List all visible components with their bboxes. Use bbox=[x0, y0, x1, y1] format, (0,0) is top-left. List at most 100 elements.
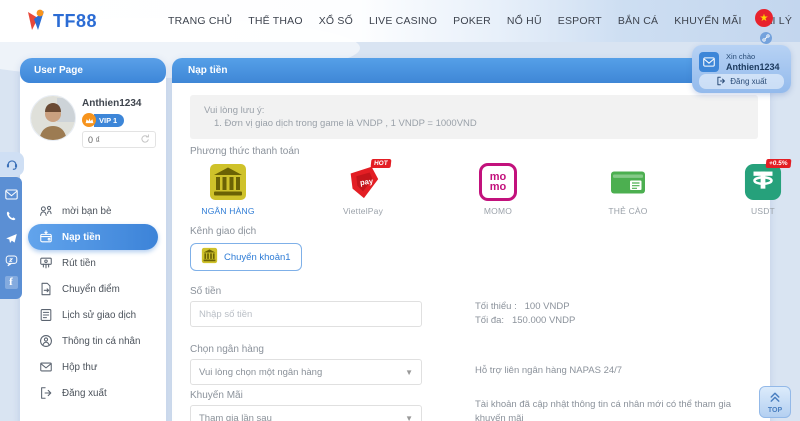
amount-max-hint: Tối đa: 150.000 VNDP bbox=[475, 314, 575, 328]
inbox-icon bbox=[38, 360, 53, 375]
support-icon[interactable] bbox=[0, 152, 24, 176]
envelope-icon[interactable] bbox=[699, 52, 719, 72]
channel-label: Kênh giao dịch bbox=[190, 226, 257, 237]
logout-button-label: Đăng xuất bbox=[730, 77, 767, 86]
sidebar-item-personal-info[interactable]: Thông tin cá nhân bbox=[20, 328, 166, 354]
bank-select-value: Vui lòng chọn một ngân hàng bbox=[199, 366, 323, 378]
channel-transfer-button[interactable]: Chuyển khoản1 bbox=[190, 243, 302, 271]
sidebar-item-label: Đăng xuất bbox=[62, 387, 107, 399]
balance-box: 0 ₫ bbox=[82, 131, 156, 148]
user-sidebar: User Page Anthien1234 VIP 1 0 ₫ bbox=[20, 58, 166, 421]
amount-label: Số tiền bbox=[190, 286, 222, 297]
double-chevron-up-icon bbox=[769, 391, 781, 406]
page-title: Nạp tiền bbox=[188, 65, 228, 76]
usdt-bonus-badge: +0.5% bbox=[765, 159, 792, 168]
amount-input[interactable] bbox=[190, 301, 422, 327]
payment-method-usdt[interactable]: +0.5% USDT bbox=[725, 159, 800, 216]
panel-header: Nạp tiền bbox=[172, 58, 770, 83]
payment-methods: NGÂN HÀNG pay HOT ViettelPay mo mo bbox=[190, 159, 792, 262]
payment-method-thecao[interactable]: THẺ CÀO bbox=[590, 162, 666, 216]
nav-item-home[interactable]: TRANG CHỦ bbox=[168, 15, 233, 27]
min-value: 100 VNDP bbox=[524, 301, 570, 312]
bank-icon bbox=[208, 162, 248, 202]
payment-method-label: Phương thức thanh toán bbox=[190, 146, 300, 157]
refresh-icon[interactable] bbox=[140, 133, 150, 146]
promo-helper-text: Tài khoản đã cập nhật thông tin cá nhân … bbox=[475, 399, 732, 421]
personal-info-icon bbox=[38, 334, 53, 349]
momo-text: mo bbox=[489, 181, 507, 193]
viettelpay-icon: pay HOT bbox=[343, 159, 392, 202]
sidebar-item-deposit[interactable]: Nạp tiền bbox=[28, 224, 158, 250]
nav-item-poker[interactable]: POKER bbox=[453, 15, 491, 27]
momo-icon: mo mo bbox=[478, 162, 518, 202]
max-value: 150.000 VNDP bbox=[511, 315, 576, 326]
sidebar-item-label: Nạp tiền bbox=[62, 231, 101, 243]
logout-button[interactable]: Đăng xuất bbox=[699, 74, 784, 89]
notice-box: Vui lòng lưu ý: 1. Đơn vị giao dịch tron… bbox=[190, 95, 758, 139]
link-icon[interactable] bbox=[760, 32, 772, 44]
crown-icon bbox=[82, 113, 96, 127]
transaction-history-icon bbox=[38, 308, 53, 323]
nav-item-lottery[interactable]: XỔ SỐ bbox=[318, 15, 353, 27]
max-key: Tối đa: bbox=[475, 315, 505, 326]
nav-item-promotions[interactable]: KHUYẾN MÃI bbox=[674, 15, 742, 27]
nav-item-fishing[interactable]: BẮN CÁ bbox=[617, 15, 659, 27]
payment-method-bank[interactable]: NGÂN HÀNG bbox=[190, 162, 266, 216]
payment-method-label: MOMO bbox=[483, 206, 513, 216]
bank-helper-text: Hỗ trợ liên ngân hàng NAPAS 24/7 bbox=[475, 365, 623, 376]
chevron-down-icon: ▼ bbox=[405, 367, 413, 377]
payment-method-viettelpay[interactable]: pay HOT ViettelPay bbox=[325, 159, 401, 216]
sidebar-header-title: User Page bbox=[34, 65, 83, 76]
sidebar-menu: mời bạn bè Nạp tiền Rút tiền bbox=[20, 198, 166, 406]
zalo-icon[interactable] bbox=[4, 253, 18, 267]
vip-badge: VIP 1 bbox=[82, 113, 125, 127]
vietnam-flag-icon[interactable]: ★ bbox=[755, 9, 773, 27]
greeting-text: Xin chào bbox=[726, 52, 756, 61]
social-sidebar: f bbox=[0, 177, 22, 299]
sidebar-item-invite-friends[interactable]: mời bạn bè bbox=[20, 198, 166, 224]
payment-method-label: USDT bbox=[751, 206, 775, 216]
mail-icon[interactable] bbox=[4, 187, 18, 201]
viettelpay-pay-text: pay bbox=[359, 176, 374, 187]
sidebar-item-inbox[interactable]: Hộp thư bbox=[20, 354, 166, 380]
viber-icon[interactable] bbox=[4, 209, 18, 223]
greeting-box: Xin chào Anthien1234 Đăng xuất bbox=[692, 45, 791, 93]
sidebar-item-transaction-history[interactable]: Lịch sử giao dịch bbox=[20, 302, 166, 328]
telegram-icon[interactable] bbox=[4, 231, 18, 245]
payment-method-label: THẺ CÀO bbox=[608, 206, 648, 216]
brand-logo-icon bbox=[24, 8, 48, 35]
payment-method-label: NGÂN HÀNG bbox=[201, 206, 255, 216]
sidebar-item-transfer-points[interactable]: Chuyển điểm bbox=[20, 276, 166, 302]
bank-small-icon bbox=[201, 247, 218, 267]
promo-select[interactable]: Tham gia lần sau ▼ bbox=[190, 405, 422, 421]
top-button-label: TOP bbox=[767, 406, 783, 414]
nav-item-slots[interactable]: NỔ HŨ bbox=[506, 15, 542, 27]
scroll-top-button[interactable]: TOP bbox=[759, 386, 791, 418]
brand-logo[interactable]: TF88 bbox=[24, 7, 97, 35]
min-key: Tối thiểu : bbox=[475, 301, 517, 312]
sidebar-item-label: Chuyển điểm bbox=[62, 283, 120, 295]
usdt-icon: +0.5% bbox=[743, 159, 792, 202]
bank-select-label: Chọn ngân hàng bbox=[190, 344, 264, 355]
sidebar-item-withdraw[interactable]: Rút tiền bbox=[20, 250, 166, 276]
sidebar-item-logout[interactable]: Đăng xuất bbox=[20, 380, 166, 406]
sidebar-item-label: Thông tin cá nhân bbox=[62, 335, 141, 347]
bank-select[interactable]: Vui lòng chọn một ngân hàng ▼ bbox=[190, 359, 422, 385]
withdraw-icon bbox=[38, 256, 53, 271]
nav-item-sports[interactable]: THỂ THAO bbox=[248, 15, 303, 27]
main-nav: TRANG CHỦ THỂ THAO XỔ SỐ LIVE CASINO POK… bbox=[168, 0, 800, 42]
avatar[interactable] bbox=[30, 95, 76, 141]
nav-item-esport[interactable]: ESPORT bbox=[557, 15, 602, 27]
payment-method-label: ViettelPay bbox=[342, 206, 384, 216]
deposit-panel: Nạp tiền Vui lòng lưu ý: 1. Đơn vị giao … bbox=[172, 58, 792, 421]
sidebar-item-label: Rút tiền bbox=[62, 257, 96, 269]
promo-select-value: Tham gia lần sau bbox=[199, 412, 272, 421]
hot-badge: HOT bbox=[370, 159, 392, 168]
logout-icon bbox=[38, 386, 53, 401]
nav-item-live-casino[interactable]: LIVE CASINO bbox=[368, 15, 438, 27]
facebook-icon[interactable]: f bbox=[4, 275, 18, 289]
deposit-icon bbox=[38, 230, 53, 245]
notice-line2: 1. Đơn vị giao dịch trong game là VNDP ,… bbox=[214, 118, 477, 129]
balance-value: 0 ₫ bbox=[88, 134, 101, 145]
payment-method-momo[interactable]: mo mo MOMO bbox=[460, 162, 536, 216]
